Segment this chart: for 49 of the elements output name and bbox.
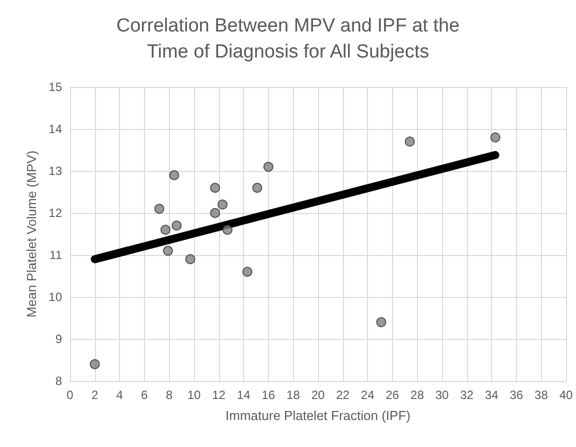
x-tick-label: 38 — [534, 388, 548, 402]
point — [263, 162, 274, 172]
x-axis-title: Immature Platelet Fraction (IPF) — [226, 408, 410, 423]
x-tick-label: 20 — [311, 388, 325, 402]
point — [222, 224, 232, 235]
y-axis-title: Mean Platelet Volume (MPV) — [24, 150, 39, 318]
point — [154, 204, 164, 214]
point — [242, 266, 252, 277]
point — [185, 254, 196, 264]
chart-title: Correlation Between MPV and IPF at the Time of Diagnosis for All Subjects — [116, 16, 460, 62]
y-tick-label: 10 — [48, 290, 62, 304]
y-tick-label: 8 — [55, 374, 62, 388]
point — [169, 170, 180, 180]
x-tick-label: 34 — [484, 388, 499, 402]
point — [404, 136, 415, 147]
y-tick-label: 9 — [55, 332, 62, 346]
x-tick-label: 2 — [91, 388, 98, 402]
y-tick-label: 13 — [48, 164, 62, 178]
x-tick-label: 30 — [435, 388, 449, 402]
x-tick-label: 18 — [286, 388, 300, 402]
point — [90, 359, 100, 370]
y-tick-label: 15 — [48, 80, 62, 94]
x-tick-label: 10 — [187, 388, 201, 402]
point — [210, 182, 220, 193]
x-tick-label: 28 — [410, 388, 424, 402]
x-tick-label: 14 — [236, 388, 251, 402]
point — [376, 317, 386, 328]
point — [490, 132, 500, 142]
point — [210, 208, 220, 218]
y-tick-label: 11 — [50, 248, 62, 262]
x-tick-label: 6 — [141, 388, 148, 402]
x-tick-label: 32 — [460, 388, 474, 402]
y-tick-label: 14 — [48, 122, 62, 136]
point — [252, 182, 262, 193]
point — [218, 200, 228, 210]
x-tick-label: 24 — [360, 388, 375, 402]
x-tick-label: 0 — [66, 388, 74, 402]
x-tick-label: 16 — [262, 388, 276, 402]
x-tick-label: 40 — [559, 388, 573, 402]
point — [162, 246, 173, 256]
x-tick-label: 26 — [386, 388, 400, 402]
x-tick-label: 4 — [116, 388, 124, 402]
point — [160, 224, 170, 235]
x-tick-label: 8 — [166, 388, 173, 402]
point — [172, 220, 182, 231]
x-tick-label: 12 — [212, 388, 226, 402]
x-tick-label: 22 — [336, 388, 350, 402]
y-tick-label: 12 — [48, 206, 62, 220]
x-tick-label: 36 — [510, 388, 524, 402]
